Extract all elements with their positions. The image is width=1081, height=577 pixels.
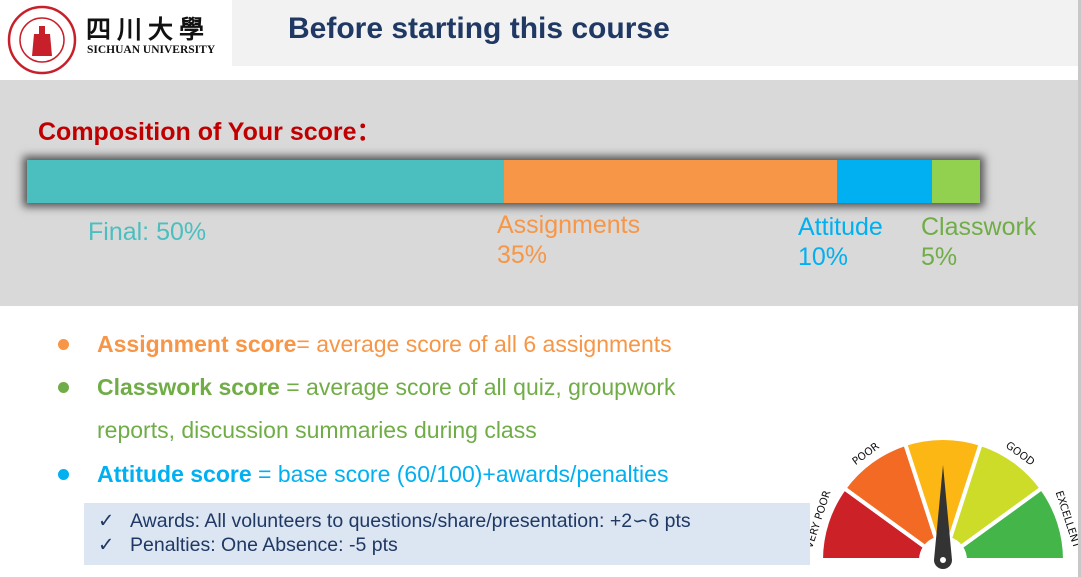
note-penalties: ✓ Penalties: One Absence: -5 pts [98,533,810,557]
note-text: Penalties: One Absence: -5 pts [130,534,398,556]
label-classwork-name: Classwork [921,213,1037,241]
label-classwork-value: 5% [921,243,958,271]
label-assignments-name: Assignments [497,211,641,239]
gauge-segment-good [947,441,1045,550]
bullet-text: = average score of all 6 assignments [296,331,672,357]
logo-english-name: SICHUAN UNIVERSITY [87,44,216,56]
label-attitude-name: Attitude [798,213,883,241]
bullet-text-continued: reports, discussion summaries during cla… [97,417,537,443]
logo-chinese-name: 四川大學 [86,15,211,44]
note-text: Awards: All volunteers to questions/shar… [130,510,691,532]
check-icon: ✓ [98,510,115,532]
bullet-classwork: Classwork score = average score of all q… [97,373,676,445]
label-assignments: Assignments 35% [497,210,640,270]
note-awards: ✓ Awards: All volunteers to questions/sha… [98,509,810,533]
composition-heading: Composition of Your score： [38,118,382,146]
university-seal-logo [7,5,77,75]
check-icon: ✓ [98,534,115,556]
rating-gauge: VERY POORPOORFAIRGOODEXCELLENT [810,440,1078,569]
score-bar [27,160,980,203]
label-final: Final: 50% [88,218,207,246]
gauge-needle [934,465,952,569]
bullet-dot [58,382,69,393]
bullet-term: Assignment score [97,331,297,357]
label-attitude: Attitude 10% [798,212,883,272]
awards-penalties-box: ✓ Awards: All volunteers to questions/sha… [84,503,810,565]
gauge-segment-very-poor [818,485,928,562]
label-classwork: Classwork 5% [921,212,1036,272]
label-assignments-value: 35% [497,241,548,269]
bar-segment-final [27,160,504,203]
gauge-segment-excellent [958,485,1068,562]
bullet-attitude: Attitude score = base score (60/100)+awa… [97,460,668,489]
bar-segment-attitude [837,160,933,203]
bullet-term: Classwork score [97,374,280,400]
gauge-pivot [940,557,946,563]
header: 四川大學 SICHUAN UNIVERSITY Before starting … [0,0,1081,80]
bullet-assignment: Assignment score= average score of all 6… [97,330,672,359]
bullet-dot [58,469,69,480]
title-bar [232,0,1081,66]
bullet-dot [58,339,69,350]
page-title: Before starting this course [288,12,670,45]
bar-segment-classwork [932,160,980,203]
label-attitude-value: 10% [798,243,849,271]
bullet-text: = base score (60/100)+awards/penalties [251,461,669,487]
bullet-term: Attitude score [97,461,252,487]
bullet-text: = average score of all quiz, groupwork [279,374,676,400]
bar-segment-assignments [503,160,838,203]
right-border [1078,0,1081,577]
